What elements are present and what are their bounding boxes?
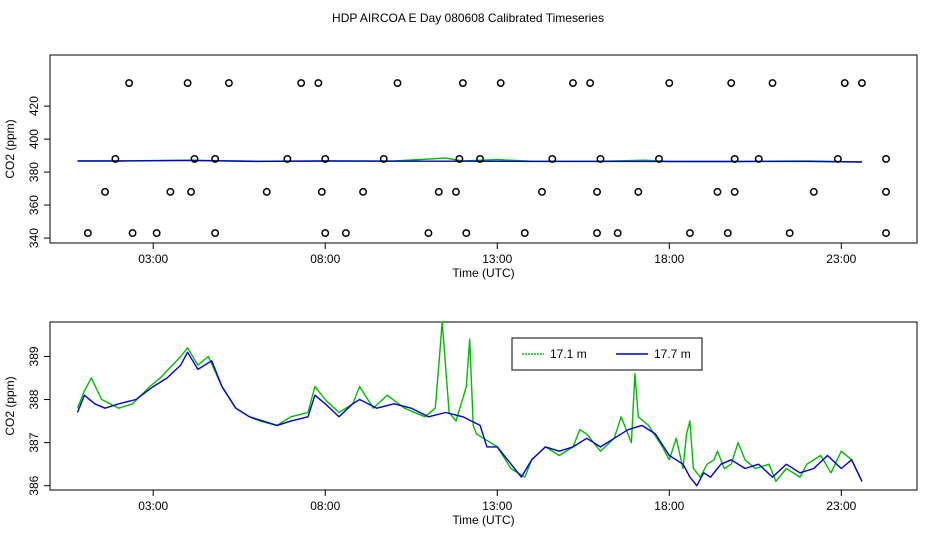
- calibration-point: [211, 229, 220, 238]
- calibration-point: [754, 154, 763, 163]
- calibration-point: [190, 154, 199, 163]
- calibration-point: [809, 187, 818, 196]
- calibration-point: [496, 79, 505, 87]
- x-tick-label: 13:00: [482, 499, 512, 513]
- calibration-point: [101, 187, 109, 196]
- calibration-point: [833, 154, 842, 163]
- calibration-point: [317, 187, 326, 196]
- calibration-point: [341, 229, 350, 238]
- calibration-point: [593, 187, 601, 196]
- x-tick-label: 08:00: [310, 252, 340, 266]
- calibration-point: [359, 187, 368, 196]
- calibration-point: [187, 187, 196, 196]
- calibration-point: [83, 229, 92, 238]
- series-line-17-7-m: [76, 351, 863, 487]
- calibration-point: [768, 79, 777, 87]
- figure-title: HDP AIRCOA E Day 080608 Calibrated Times…: [332, 11, 604, 25]
- calibration-point: [424, 229, 433, 238]
- calibration-point: [128, 229, 137, 238]
- calibration-point: [569, 79, 577, 87]
- calibration-point: [314, 79, 323, 87]
- panel-calibration-scatter: 03:00 08:00 13:00 18:00 23:00 340 360 380 400 420…: [3, 54, 918, 280]
- calibration-point: [462, 229, 471, 238]
- calibration-point: [111, 154, 120, 163]
- y-tick-label: 400: [27, 129, 41, 149]
- x-tick-label: 23:00: [826, 499, 856, 513]
- calibration-point: [321, 229, 330, 238]
- legend-label-17-1-m: 17.1 m: [550, 347, 587, 361]
- x-tick-label: 08:00: [310, 499, 340, 513]
- x-tick-label: 03:00: [138, 499, 168, 513]
- calibration-point: [730, 187, 739, 196]
- calibration-point: [882, 154, 890, 163]
- legend: 17.1 m 17.7 m: [511, 337, 703, 371]
- x-tick-label: 18:00: [654, 252, 684, 266]
- calibration-point: [665, 79, 674, 87]
- calibration-point: [613, 229, 622, 238]
- calibration-point: [586, 79, 595, 87]
- y-tick-label: 420: [27, 96, 41, 116]
- calibration-point: [211, 154, 220, 163]
- calibration-point: [882, 229, 890, 238]
- calibration-point: [458, 79, 467, 87]
- x-tick-label: 13:00: [482, 252, 512, 266]
- calibration-point: [455, 154, 464, 163]
- calibration-point: [125, 79, 134, 87]
- calibration-point: [593, 229, 601, 238]
- y-axis-label: CO2 (ppm): [3, 119, 17, 178]
- calibration-point: [321, 154, 330, 163]
- legend-box: [511, 337, 703, 371]
- series-line-17-7-m: [77, 159, 863, 163]
- calibration-point: [152, 229, 161, 238]
- calibration-point: [655, 154, 663, 163]
- calibration-point: [183, 79, 192, 87]
- calibration-point: [858, 79, 866, 87]
- calibration-point: [713, 187, 722, 196]
- calibration-point: [393, 79, 402, 87]
- y-tick-label: 340: [27, 228, 41, 248]
- y-tick-label: 388: [27, 389, 41, 409]
- calibration-point: [434, 187, 443, 196]
- calibration-point: [452, 187, 460, 196]
- y-tick-label: 389: [27, 346, 41, 366]
- calibration-point: [685, 229, 694, 238]
- plot-frame: [49, 54, 918, 244]
- calibration-point: [538, 187, 546, 196]
- legend-label-17-7-m: 17.7 m: [654, 347, 691, 361]
- y-tick-label: 360: [27, 195, 41, 215]
- x-tick-label: 23:00: [826, 252, 856, 266]
- series-line-17-1-m: [76, 321, 863, 483]
- calibration-point: [520, 229, 529, 238]
- calibration-point: [840, 79, 849, 87]
- y-axis-label: CO2 (ppm): [3, 376, 17, 435]
- x-axis-label: Time (UTC): [452, 513, 514, 527]
- calibration-point: [166, 187, 175, 196]
- x-tick-label: 18:00: [654, 499, 684, 513]
- calibration-point: [548, 154, 557, 163]
- calibration-point: [727, 79, 736, 87]
- y-tick-label: 387: [27, 432, 41, 452]
- calibration-point: [634, 187, 643, 196]
- calibration-point: [379, 154, 388, 163]
- calibration-point: [596, 154, 605, 163]
- calibration-point: [785, 229, 794, 238]
- x-axis-label: Time (UTC): [452, 266, 514, 280]
- y-tick-label: 386: [27, 475, 41, 495]
- calibration-point: [297, 79, 306, 87]
- plot-frame: [49, 321, 918, 491]
- calibration-point: [476, 154, 485, 163]
- calibration-point: [224, 79, 233, 87]
- calibration-point: [723, 229, 732, 238]
- calibration-point: [262, 187, 271, 196]
- calibration-point: [882, 187, 890, 196]
- calibration-point: [730, 154, 739, 163]
- calibration-point: [283, 154, 292, 163]
- y-tick-label: 380: [27, 162, 41, 182]
- x-tick-label: 03:00: [138, 252, 168, 266]
- panel-co2-timeseries: 03:00 08:00 13:00 18:00 23:00 386 387 388 389 Tim…: [3, 321, 918, 527]
